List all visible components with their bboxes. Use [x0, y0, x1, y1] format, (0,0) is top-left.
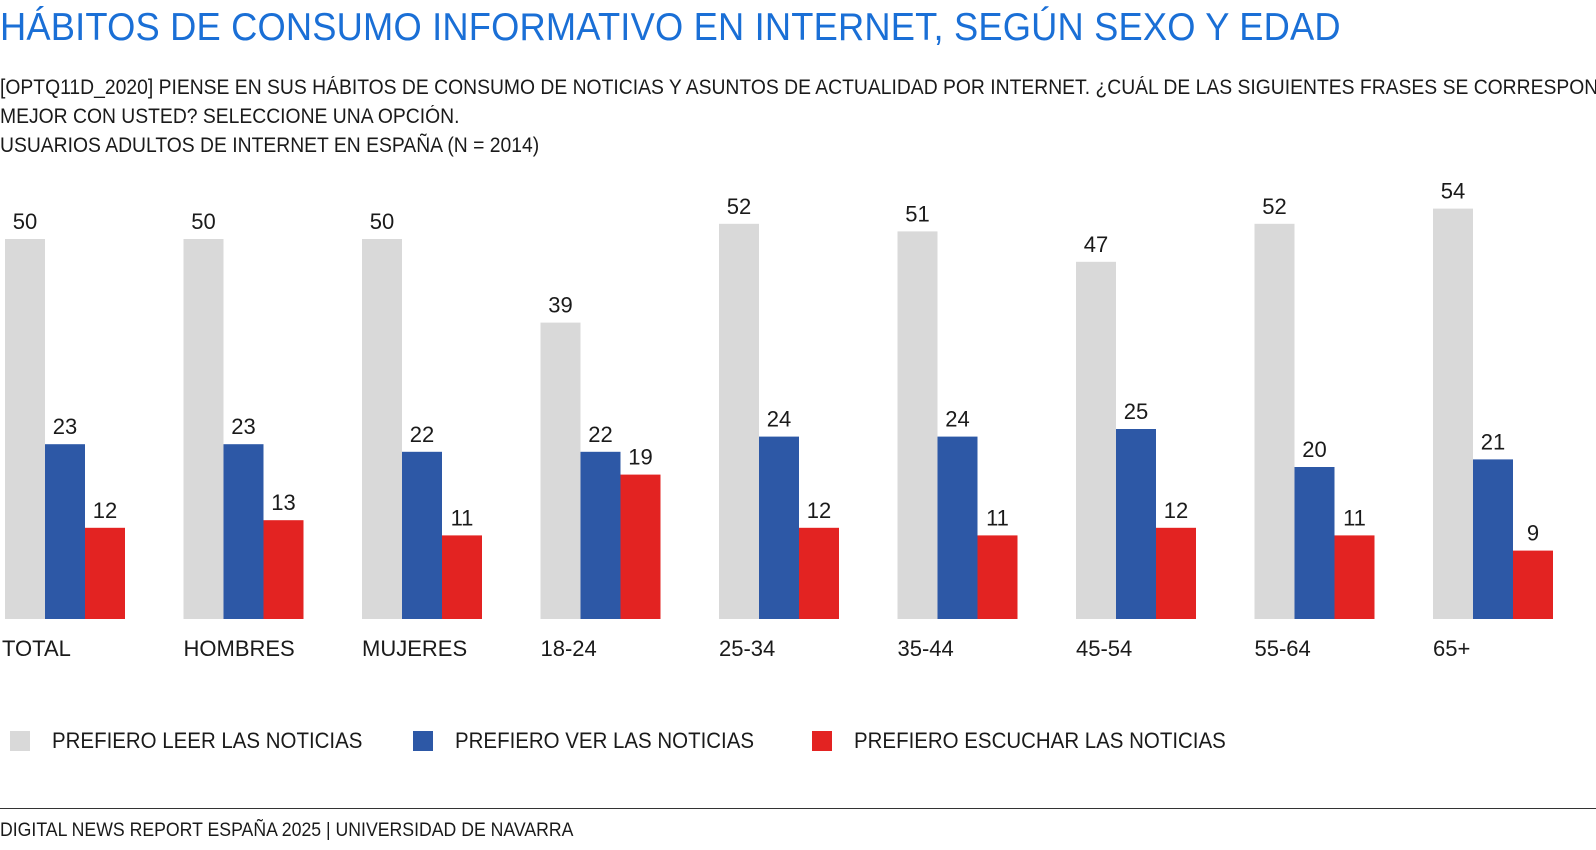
category-label-65: 65+ [1433, 636, 1470, 661]
legend-swatch-escuchar [812, 731, 832, 751]
data-label-leer-mujeres: 50 [370, 209, 394, 234]
bar-escuchar-total [85, 527, 125, 619]
subtitle-question-line-2: MEJOR CON USTED? SELECCIONE UNA OPCIÓN. [0, 105, 460, 128]
bar-leer-35-44 [897, 231, 938, 619]
category-label-25-34: 25-34 [719, 636, 775, 661]
bar-leer-55-64 [1254, 223, 1295, 620]
data-label-ver-35-44: 24 [945, 407, 969, 432]
bar-escuchar-55-64 [1334, 535, 1375, 619]
bar-ver-total [45, 444, 85, 619]
category-label-45-54: 45-54 [1076, 636, 1132, 661]
data-label-escuchar-18-24: 19 [628, 445, 652, 470]
data-label-ver-65: 21 [1481, 429, 1505, 454]
bar-leer-45-54 [1076, 261, 1116, 619]
data-label-escuchar-25-34: 12 [807, 498, 831, 523]
data-label-ver-total: 23 [53, 414, 77, 439]
data-label-escuchar-35-44: 11 [986, 505, 1009, 530]
data-label-leer-65: 54 [1441, 179, 1465, 204]
grouped-bar-chart: 50 23 12 TOTAL 50 23 13 HOMBRES 50 22 11 MUJERES 39 2… [2, 179, 1553, 661]
data-label-ver-mujeres: 22 [410, 422, 434, 447]
bar-ver-18-24 [580, 451, 621, 619]
data-label-ver-55-64: 20 [1302, 437, 1326, 462]
bar-ver-45-54 [1116, 429, 1156, 619]
data-label-escuchar-45-54: 12 [1164, 498, 1188, 523]
bar-leer-25-34 [719, 223, 759, 620]
bar-escuchar-18-24 [620, 474, 661, 619]
bar-leer-total [5, 239, 45, 619]
bar-ver-55-64 [1294, 467, 1335, 619]
bar-ver-hombres [223, 444, 264, 619]
bar-escuchar-25-34 [799, 527, 839, 619]
data-label-leer-55-64: 52 [1262, 194, 1286, 219]
chart-title: HÁBITOS DE CONSUMO INFORMATIVO EN INTERN… [0, 6, 1341, 49]
bar-leer-mujeres [362, 239, 402, 619]
data-label-escuchar-65: 9 [1527, 521, 1539, 546]
category-label-55-64: 55-64 [1255, 636, 1311, 661]
chart-legend: PREFIERO LEER LAS NOTICIAS PREFIERO VER … [0, 728, 1596, 758]
data-label-ver-18-24: 22 [588, 422, 612, 447]
legend-item-leer: PREFIERO LEER LAS NOTICIAS [10, 728, 386, 754]
category-label-total: TOTAL [2, 636, 71, 661]
bar-leer-hombres [183, 239, 224, 619]
bar-ver-65 [1473, 459, 1513, 619]
bar-escuchar-mujeres [442, 535, 482, 619]
bar-escuchar-45-54 [1156, 527, 1196, 619]
bar-ver-35-44 [937, 436, 978, 619]
category-label-hombres: HOMBRES [184, 636, 295, 661]
data-label-escuchar-hombres: 13 [271, 490, 295, 515]
footer-divider [0, 808, 1596, 809]
data-label-escuchar-total: 12 [93, 498, 117, 523]
data-label-leer-45-54: 47 [1084, 232, 1108, 257]
bar-ver-25-34 [759, 436, 799, 619]
bar-ver-mujeres [402, 451, 442, 619]
category-label-35-44: 35-44 [898, 636, 954, 661]
footer-source: DIGITAL NEWS REPORT ESPAÑA 2025 | UNIVER… [0, 820, 574, 841]
legend-label-leer: PREFIERO LEER LAS NOTICIAS [52, 728, 363, 753]
data-label-leer-25-34: 52 [727, 194, 751, 219]
bar-leer-18-24 [540, 322, 581, 619]
data-label-leer-hombres: 50 [191, 209, 215, 234]
legend-item-escuchar: PREFIERO ESCUCHAR LAS NOTICIAS [812, 728, 1254, 754]
legend-label-escuchar: PREFIERO ESCUCHAR LAS NOTICIAS [854, 728, 1226, 753]
data-label-leer-total: 50 [13, 209, 37, 234]
data-label-ver-hombres: 23 [231, 414, 255, 439]
data-label-ver-25-34: 24 [767, 407, 791, 432]
data-label-leer-18-24: 39 [548, 293, 572, 318]
data-label-ver-45-54: 25 [1124, 399, 1148, 424]
legend-swatch-leer [10, 731, 30, 751]
category-label-18-24: 18-24 [541, 636, 597, 661]
data-label-escuchar-mujeres: 11 [451, 505, 474, 530]
bar-escuchar-35-44 [977, 535, 1018, 619]
bar-leer-65 [1433, 208, 1473, 619]
bar-escuchar-hombres [263, 520, 304, 619]
data-label-escuchar-55-64: 11 [1343, 505, 1366, 530]
subtitle-sample: USUARIOS ADULTOS DE INTERNET EN ESPAÑA (… [0, 134, 540, 157]
category-label-mujeres: MUJERES [362, 636, 467, 661]
data-label-leer-35-44: 51 [905, 201, 929, 226]
bar-escuchar-65 [1513, 550, 1553, 619]
legend-item-ver: PREFIERO VER LAS NOTICIAS [413, 728, 777, 754]
legend-label-ver: PREFIERO VER LAS NOTICIAS [455, 728, 755, 753]
legend-swatch-ver [413, 731, 433, 751]
subtitle-question-line-1: [OPTQ11D_2020] PIENSE EN SUS HÁBITOS DE … [0, 76, 1596, 99]
